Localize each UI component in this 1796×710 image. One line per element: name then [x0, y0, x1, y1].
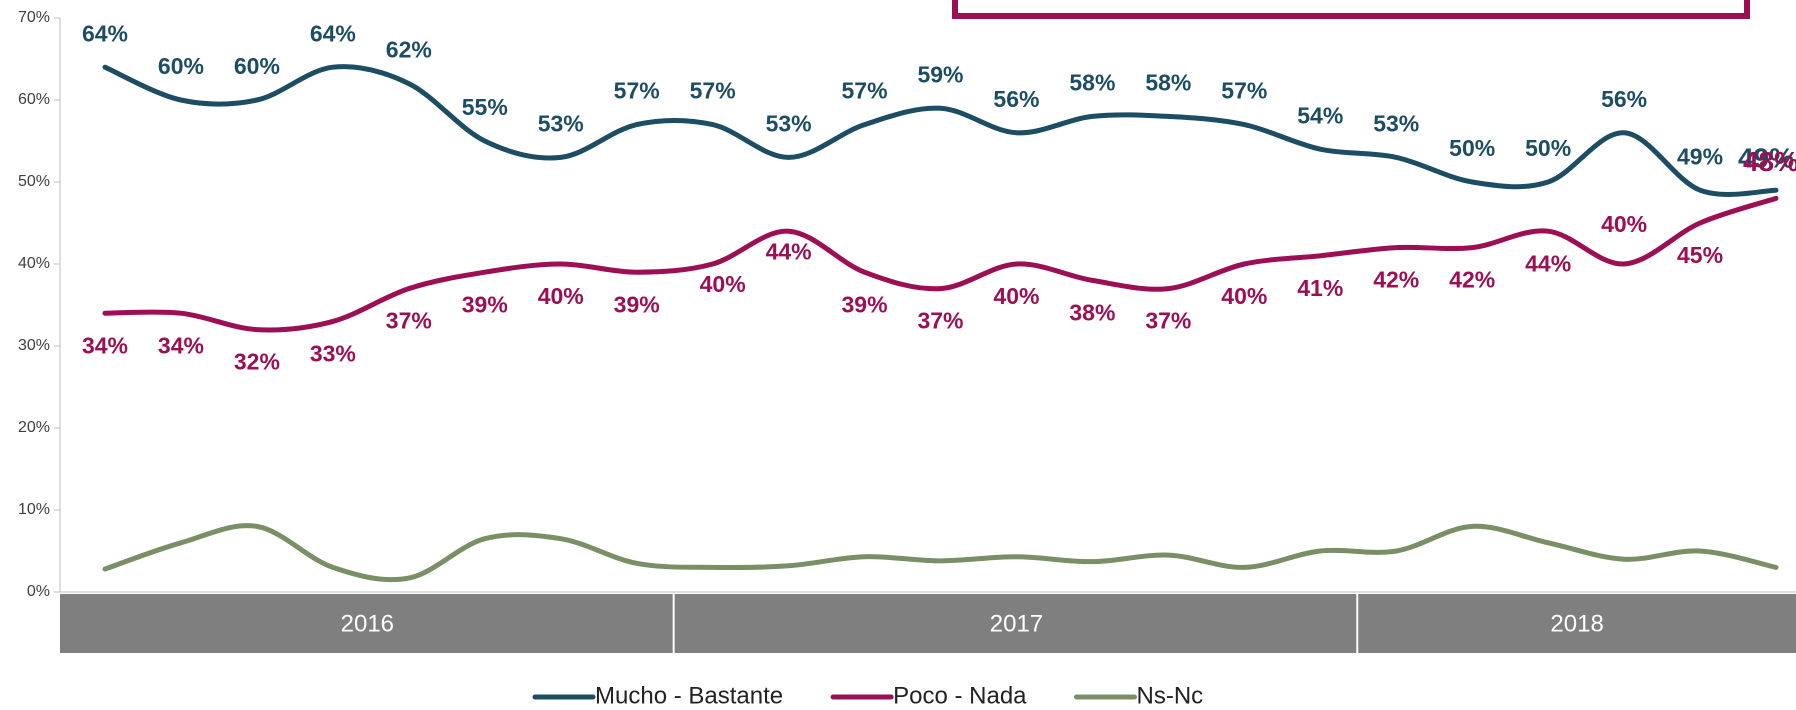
- data-label: 38%: [1069, 299, 1115, 325]
- y-tick-label: 60%: [18, 91, 50, 108]
- data-label: 60%: [158, 53, 204, 79]
- data-label: 39%: [842, 291, 888, 317]
- legend-label: Poco - Nada: [893, 682, 1027, 709]
- data-label: 40%: [993, 283, 1039, 309]
- data-label: 55%: [462, 94, 508, 120]
- year-label: 2016: [341, 610, 394, 637]
- year-band: [674, 594, 1357, 653]
- series-line: [102, 195, 1779, 333]
- data-label: 56%: [1601, 86, 1647, 112]
- data-label: 34%: [82, 332, 128, 358]
- data-label: 40%: [1601, 211, 1647, 237]
- data-label: 39%: [614, 291, 660, 317]
- data-label: 54%: [1297, 102, 1343, 128]
- y-tick-label: 30%: [18, 337, 50, 354]
- y-tick-label: 50%: [18, 173, 50, 190]
- y-tick-label: 20%: [18, 419, 50, 436]
- data-label: 42%: [1449, 267, 1495, 293]
- data-label: 64%: [310, 20, 356, 46]
- y-tick-label: 40%: [18, 255, 50, 272]
- data-label: 57%: [690, 78, 736, 104]
- data-label: 39%: [462, 291, 508, 317]
- data-label: 49%: [1677, 143, 1723, 169]
- callout-box: [952, 0, 1750, 19]
- data-label: 48%: [1743, 146, 1796, 177]
- data-label: 57%: [842, 78, 888, 104]
- data-label: 44%: [766, 238, 812, 264]
- data-label: 44%: [1525, 250, 1571, 276]
- year-band: [60, 594, 673, 653]
- data-label: 53%: [1373, 110, 1419, 136]
- data-label: 40%: [1221, 283, 1267, 309]
- data-label: 57%: [1221, 78, 1267, 104]
- y-tick-label: 10%: [18, 501, 50, 518]
- data-label: 33%: [310, 340, 356, 366]
- data-label: 58%: [1145, 69, 1191, 95]
- data-label: 40%: [700, 271, 746, 297]
- year-band: [1358, 594, 1796, 653]
- y-tick-label: 0%: [27, 583, 50, 600]
- data-label: 37%: [386, 308, 432, 334]
- data-label: 62%: [386, 37, 432, 63]
- year-label: 2018: [1550, 610, 1603, 637]
- data-label: 58%: [1069, 69, 1115, 95]
- data-label: 60%: [234, 53, 280, 79]
- series-line: [102, 523, 1779, 583]
- data-label: 50%: [1525, 135, 1571, 161]
- y-tick-label: 70%: [18, 9, 50, 26]
- data-label: 34%: [158, 332, 204, 358]
- data-label: 45%: [1677, 242, 1723, 268]
- legend-label: Mucho - Bastante: [595, 682, 783, 709]
- data-label: 53%: [766, 110, 812, 136]
- data-label: 64%: [82, 20, 128, 46]
- data-label: 41%: [1297, 275, 1343, 301]
- data-label: 37%: [917, 308, 963, 334]
- data-label: 49%: [1738, 143, 1794, 174]
- data-label: 50%: [1449, 135, 1495, 161]
- data-label: 53%: [538, 110, 584, 136]
- data-label: 40%: [538, 283, 584, 309]
- year-label: 2017: [990, 610, 1043, 637]
- legend-label: Ns-Nc: [1137, 682, 1204, 709]
- data-label: 57%: [614, 78, 660, 104]
- data-label: 42%: [1373, 267, 1419, 293]
- data-label: 56%: [993, 86, 1039, 112]
- data-label: 32%: [234, 349, 280, 375]
- data-label: 59%: [917, 61, 963, 87]
- data-label: 37%: [1145, 308, 1191, 334]
- series-line: [102, 64, 1779, 197]
